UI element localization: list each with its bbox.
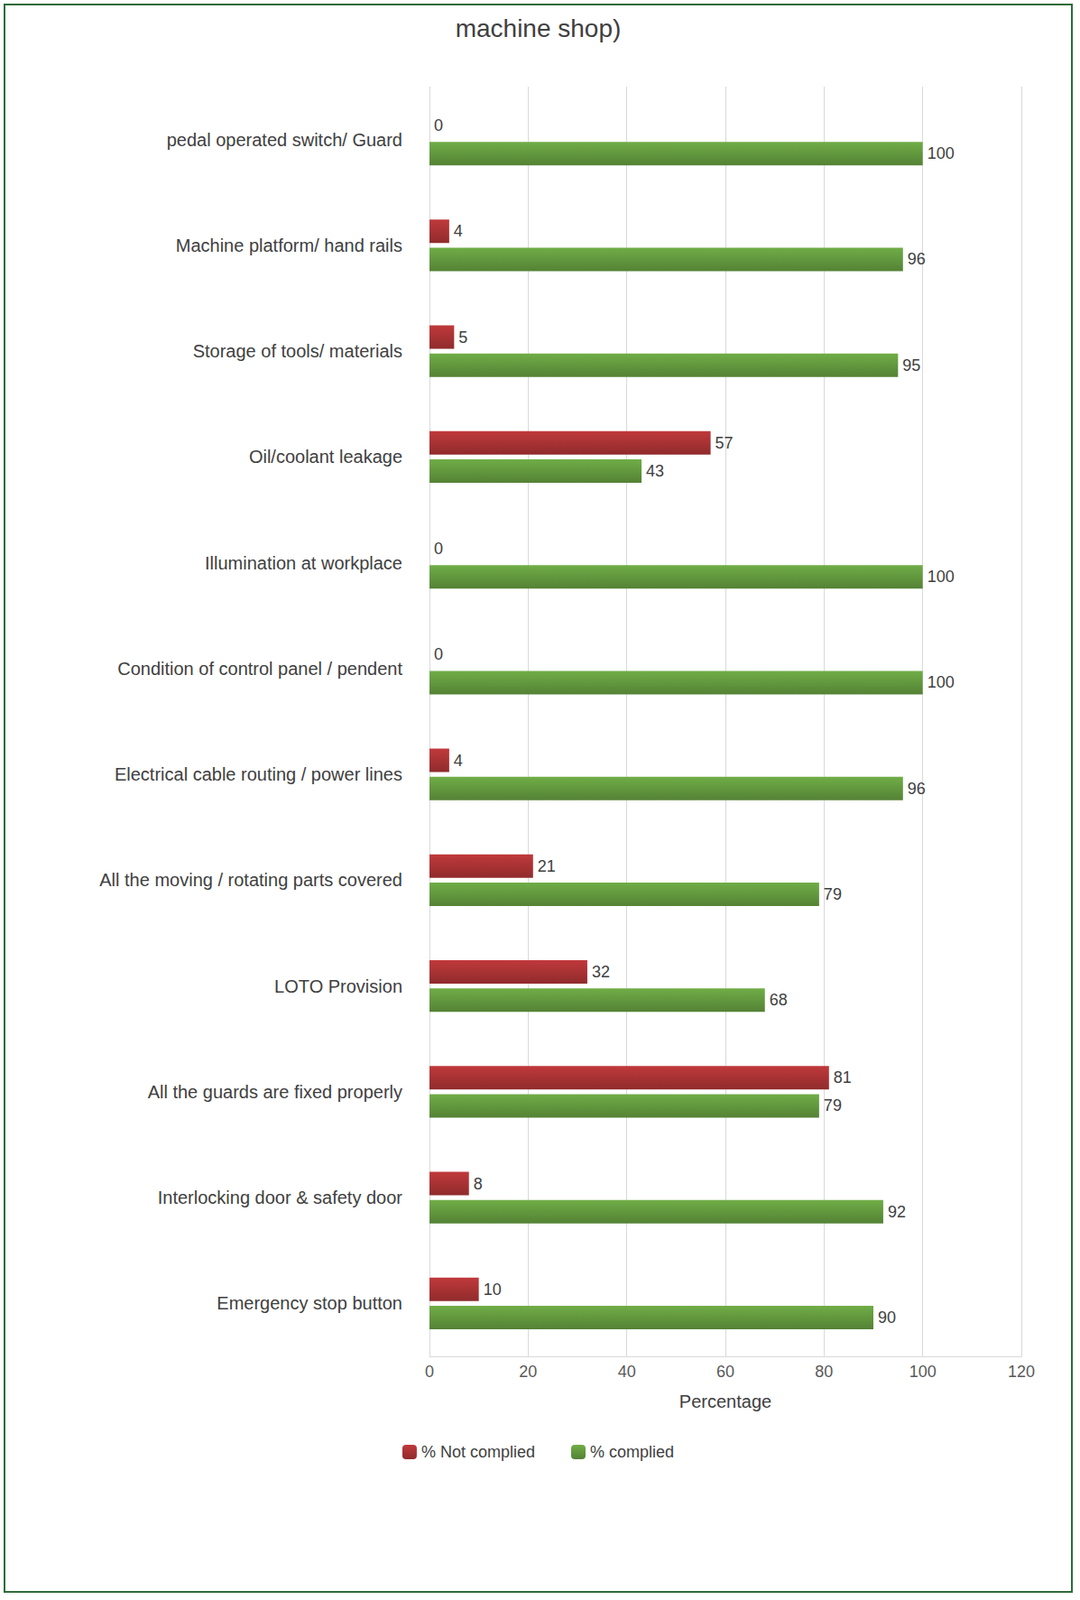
- svg-text:79: 79: [823, 885, 842, 904]
- svg-text:40: 40: [618, 1362, 637, 1381]
- svg-text:20: 20: [518, 1362, 537, 1381]
- svg-text:Percentage: Percentage: [679, 1391, 772, 1412]
- svg-text:machine shop): machine shop): [455, 14, 622, 43]
- svg-text:5: 5: [458, 328, 468, 347]
- svg-text:92: 92: [887, 1202, 906, 1221]
- svg-text:68: 68: [769, 990, 788, 1009]
- svg-text:Emergency stop button: Emergency stop button: [216, 1292, 403, 1313]
- svg-text:81: 81: [833, 1068, 852, 1087]
- svg-text:0: 0: [433, 645, 444, 664]
- svg-text:43: 43: [646, 461, 665, 480]
- svg-text:Interlocking door & safety doo: Interlocking door & safety door: [157, 1187, 404, 1208]
- svg-text:Oil/coolant leakage: Oil/coolant leakage: [249, 446, 403, 467]
- svg-text:All the guards are fixed prope: All the guards are fixed properly: [147, 1081, 403, 1102]
- svg-text:90: 90: [877, 1308, 896, 1327]
- svg-text:100: 100: [909, 1362, 937, 1381]
- svg-text:% complied: % complied: [590, 1442, 674, 1461]
- svg-text:0: 0: [433, 116, 444, 135]
- svg-text:57: 57: [715, 433, 734, 453]
- svg-text:79: 79: [823, 1096, 842, 1115]
- svg-text:10: 10: [483, 1280, 502, 1299]
- svg-text:Electrical cable routing / pow: Electrical cable routing / power lines: [114, 764, 403, 785]
- svg-text:60: 60: [716, 1362, 735, 1381]
- svg-text:21: 21: [537, 857, 556, 876]
- svg-text:% Not complied: % Not complied: [421, 1442, 536, 1461]
- svg-text:8: 8: [473, 1174, 483, 1193]
- svg-text:Condition of control panel / p: Condition of control panel / pendent: [117, 658, 403, 679]
- svg-text:Machine platform/ hand rails: Machine platform/ hand rails: [175, 235, 403, 256]
- svg-text:32: 32: [591, 962, 610, 981]
- svg-text:LOTO Provision: LOTO Provision: [274, 976, 403, 997]
- svg-text:0: 0: [424, 1362, 434, 1381]
- svg-text:100: 100: [927, 144, 955, 163]
- svg-text:95: 95: [902, 356, 921, 375]
- svg-text:100: 100: [927, 567, 955, 586]
- svg-text:4: 4: [453, 751, 463, 770]
- svg-text:0: 0: [433, 539, 444, 558]
- svg-text:100: 100: [927, 673, 955, 692]
- svg-text:96: 96: [907, 779, 926, 798]
- svg-text:All the moving / rotating part: All the moving / rotating parts covered: [99, 869, 403, 890]
- svg-text:96: 96: [907, 249, 926, 268]
- svg-text:pedal operated switch/ Guard: pedal operated switch/ Guard: [166, 129, 403, 150]
- svg-text:4: 4: [453, 221, 463, 240]
- svg-text:120: 120: [1007, 1362, 1035, 1381]
- svg-text:Illumination at workplace: Illumination at workplace: [204, 553, 403, 573]
- svg-text:Storage of tools/ materials: Storage of tools/ materials: [193, 341, 403, 361]
- svg-text:80: 80: [814, 1362, 833, 1381]
